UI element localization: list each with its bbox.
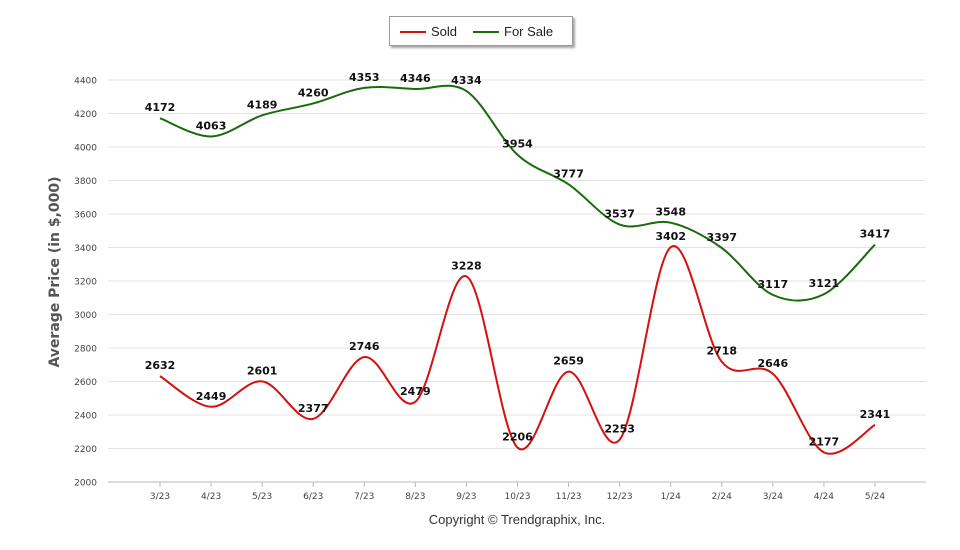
data-label-sold: 2253: [604, 423, 635, 436]
y-tick-label: 3000: [74, 311, 97, 321]
x-tick-label: 3/23: [150, 492, 170, 502]
legend-swatch-for-sale: [473, 30, 499, 33]
y-tick-label: 3200: [74, 278, 97, 288]
data-labels: 4172 4063 4189 4260 4353 4346 4334 3954 3777 3537…: [145, 71, 891, 448]
x-tick-label: 12/23: [607, 492, 633, 502]
data-label-for-sale: 3397: [706, 231, 737, 244]
data-label-sold: 3228: [451, 259, 482, 272]
legend-item-for-sale: For Sale: [473, 24, 553, 39]
y-tick-label: 2000: [74, 479, 97, 489]
legend-label-for-sale: For Sale: [504, 24, 554, 39]
y-tick-label: 3800: [74, 177, 97, 187]
x-tick-label: 5/24: [865, 492, 885, 502]
data-label-for-sale: 4260: [298, 86, 329, 99]
data-label-sold: 2449: [196, 390, 227, 403]
x-tick-label: 10/23: [505, 492, 531, 502]
x-tick-label: 1/24: [661, 492, 681, 502]
y-tick-label: 4400: [74, 77, 97, 87]
x-tick-label: 8/23: [405, 492, 425, 502]
data-label-for-sale: 3777: [553, 167, 584, 180]
legend-swatch-sold: [400, 30, 426, 33]
x-tick-label: 2/24: [712, 492, 732, 502]
data-label-for-sale: 3121: [809, 277, 840, 290]
data-label-for-sale: 3548: [655, 206, 686, 219]
data-label-sold: 2377: [298, 402, 329, 415]
data-label-for-sale: 3417: [860, 228, 891, 241]
data-label-for-sale: 4189: [247, 98, 278, 111]
x-tick-label: 4/23: [201, 492, 221, 502]
x-tick-label: 5/23: [252, 492, 272, 502]
data-label-sold: 2601: [247, 364, 278, 377]
series-line-sold: [159, 245, 876, 455]
data-label-sold: 2659: [553, 355, 584, 368]
data-label-sold: 2646: [758, 357, 789, 370]
copyright-text: Copyright © Trendgraphix, Inc.: [428, 512, 606, 527]
x-tick-label: 4/24: [814, 492, 834, 502]
y-tick-label: 3600: [74, 211, 97, 221]
y-tick-label: 4000: [74, 144, 97, 154]
data-label-for-sale: 4172: [145, 101, 176, 114]
axes: 2000 2200 2400 2600 2800 3000 3200 3400 3600 3800…: [74, 77, 926, 502]
x-tick-label: 3/24: [763, 492, 783, 502]
data-label-sold: 2177: [809, 435, 840, 448]
data-label-for-sale: 4346: [400, 72, 431, 85]
chart-legend: Sold For Sale: [389, 16, 573, 46]
data-label-for-sale: 3954: [502, 138, 533, 151]
data-label-for-sale: 3117: [758, 278, 789, 291]
data-label-sold: 2341: [860, 408, 891, 421]
data-label-sold: 2479: [400, 385, 431, 398]
x-tick-label: 11/23: [556, 492, 582, 502]
grid-lines: [108, 79, 926, 483]
series-line-for-sale: [159, 84, 876, 302]
y-tick-label: 2400: [74, 412, 97, 422]
y-tick-label: 3400: [74, 244, 97, 254]
data-label-for-sale: 4334: [451, 74, 482, 87]
y-tick-label: 2600: [74, 378, 97, 388]
data-label-for-sale: 3537: [604, 208, 635, 221]
data-label-sold: 2746: [349, 340, 380, 353]
data-label-sold: 2206: [502, 430, 533, 443]
data-label-sold: 2718: [706, 345, 737, 358]
data-label-for-sale: 4063: [196, 119, 227, 132]
x-tick-label: 7/23: [354, 492, 374, 502]
x-tick-label: 9/23: [456, 492, 476, 502]
legend-item-sold: Sold: [400, 24, 457, 39]
data-label-for-sale: 4353: [349, 71, 380, 84]
data-label-sold: 3402: [655, 230, 686, 243]
y-tick-label: 4200: [74, 110, 97, 120]
y-tick-label: 2800: [74, 345, 97, 355]
y-tick-label: 2200: [74, 445, 97, 455]
y-axis-title: Average Price (in $,000): [47, 176, 63, 367]
x-tick-label: 6/23: [303, 492, 323, 502]
series-lines: [159, 84, 876, 455]
legend-label-sold: Sold: [431, 24, 458, 39]
data-label-sold: 2632: [145, 359, 176, 372]
